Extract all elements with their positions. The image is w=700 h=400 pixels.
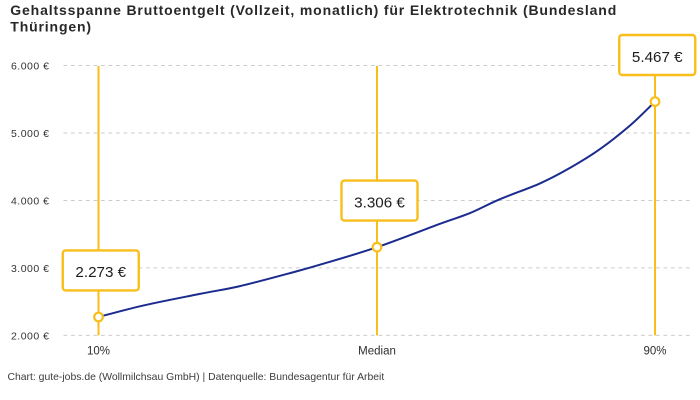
- svg-text:2.000 €: 2.000 €: [11, 331, 50, 343]
- svg-text:Thüringen): Thüringen): [10, 19, 92, 35]
- svg-text:5.467 €: 5.467 €: [632, 49, 683, 66]
- svg-text:3.000 €: 3.000 €: [11, 263, 50, 275]
- svg-text:90%: 90%: [643, 346, 666, 358]
- svg-text:10%: 10%: [87, 346, 110, 358]
- svg-text:5.000 €: 5.000 €: [11, 128, 50, 140]
- svg-text:Median: Median: [358, 346, 396, 358]
- svg-text:3.306 €: 3.306 €: [354, 194, 405, 211]
- svg-text:6.000 €: 6.000 €: [11, 61, 50, 73]
- svg-text:4.000 €: 4.000 €: [11, 196, 50, 208]
- svg-text:2.273 €: 2.273 €: [75, 264, 126, 281]
- svg-text:Gehaltsspanne Bruttoentgelt (V: Gehaltsspanne Bruttoentgelt (Vollzeit, m…: [10, 2, 617, 18]
- svg-text:Chart: gute-jobs.de (Wollmilch: Chart: gute-jobs.de (Wollmilchsau GmbH) …: [8, 372, 385, 383]
